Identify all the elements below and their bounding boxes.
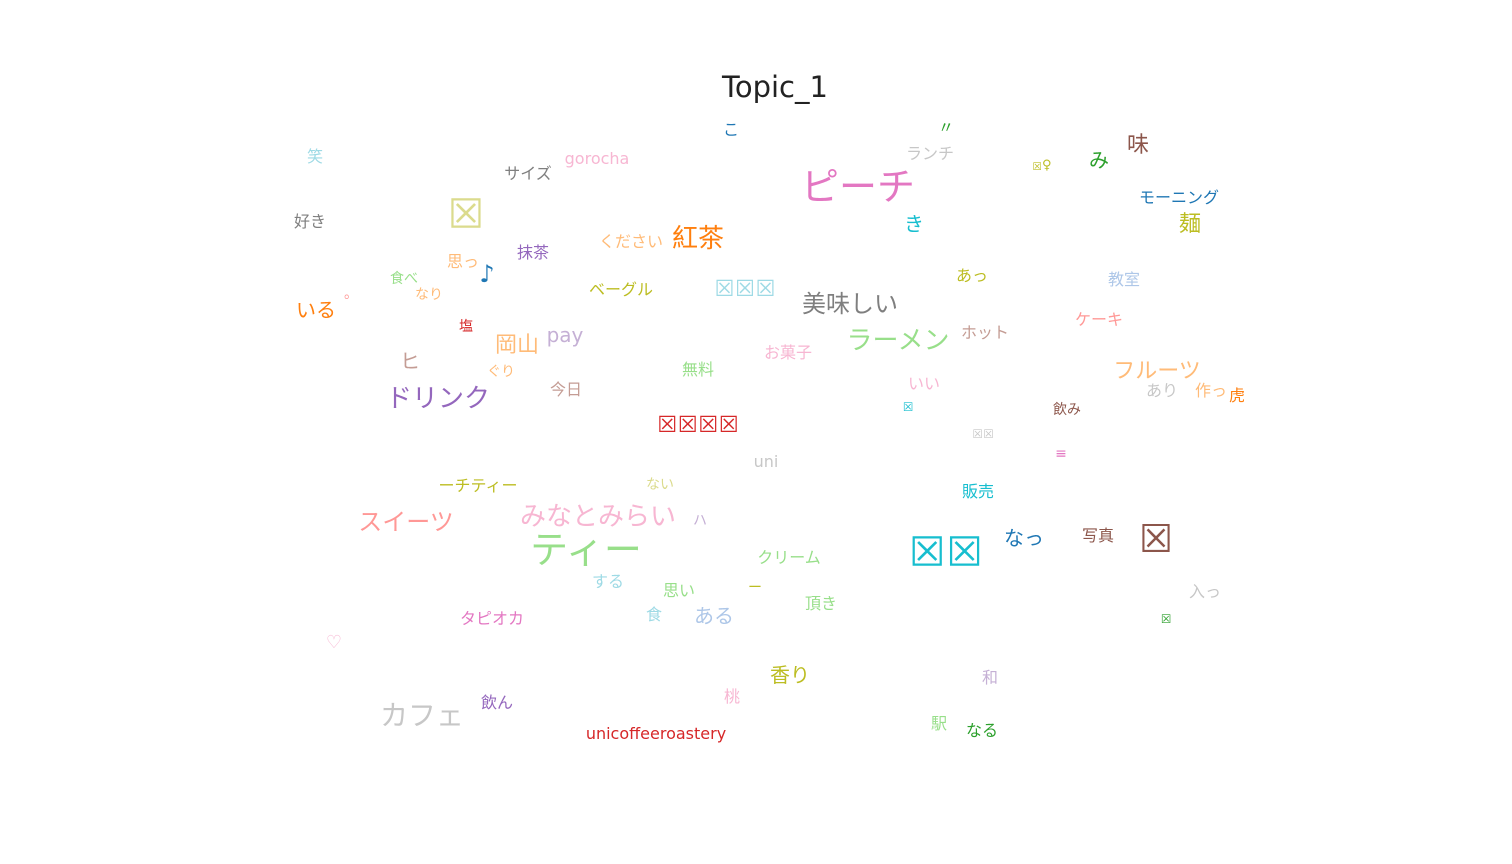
word-63: 写真 (1081, 526, 1115, 545)
word-58: ーチティー (438, 476, 518, 495)
word-39: ベーグル (588, 280, 654, 299)
word-10: ドリンク (385, 384, 491, 414)
word-66: ー (748, 580, 762, 596)
word-80: 〃 (937, 118, 955, 137)
word-20: ♪ (479, 260, 495, 288)
word-5: ☒ (1138, 498, 1174, 566)
word-65: 思い (662, 581, 696, 600)
word-37: 食べ (390, 271, 418, 287)
word-33: 好き (293, 212, 327, 231)
word-19: 。 (344, 286, 358, 302)
word-48: いい (907, 374, 941, 393)
word-52: 虎 (1228, 386, 1246, 405)
word-70: 食 (645, 605, 663, 624)
word-68: 入っ (1188, 582, 1222, 601)
word-55: ☒☒ (972, 422, 994, 443)
word-15: 香り (770, 663, 810, 687)
word-71: ☒ (1160, 607, 1172, 628)
word-44: 塩 (459, 319, 473, 335)
word-27: ヒ (400, 349, 420, 373)
word-64: する (591, 572, 625, 591)
word-16: 岡山 (494, 333, 540, 358)
word-31: gorocha (564, 149, 630, 168)
word-47: お菓子 (763, 343, 813, 362)
word-23: み (1089, 148, 1109, 172)
word-57: ≡ (1055, 446, 1067, 462)
word-25: ある (694, 604, 734, 628)
word-7: 紅茶 (671, 224, 725, 254)
word-62: クリーム (757, 548, 821, 567)
word-28: モーニング (1138, 188, 1220, 207)
word-2: ☒☒☒ (714, 265, 776, 305)
word-29: ランチ (905, 144, 955, 163)
word-81: ☒♀ (1032, 155, 1052, 174)
word-0: ☒ (447, 170, 485, 243)
word-72: ♡ (325, 632, 343, 653)
word-1: ピーチ (800, 165, 916, 209)
word-76: unicoffeeroastery (585, 724, 727, 743)
word-6: ティー (530, 528, 642, 572)
word-49: 今日 (549, 380, 583, 399)
word-75: 飲ん (480, 693, 514, 712)
word-3: ☒☒☒☒ (657, 401, 739, 441)
word-73: 和 (981, 668, 999, 687)
word-32: 笑 (306, 147, 324, 166)
word-60: 販売 (961, 482, 995, 501)
word-46: 無料 (681, 360, 715, 379)
word-61: ハ (693, 513, 707, 529)
word-24: き (904, 212, 924, 236)
word-53: ☒ (902, 395, 914, 416)
word-13: カフェ (379, 699, 465, 732)
word-42: ケーキ (1074, 310, 1124, 329)
word-54: 飲み (1053, 402, 1081, 418)
word-74: 桃 (723, 687, 741, 706)
word-43: ホット (960, 323, 1010, 342)
word-8: 美味しい (802, 290, 898, 318)
word-22: 味 (1126, 133, 1150, 158)
word-69: タピオカ (459, 609, 525, 628)
chart-title: Topic_1 (722, 70, 828, 104)
word-59: ない (646, 477, 674, 493)
word-4: ☒☒ (908, 508, 984, 581)
word-14: フルーツ (1113, 359, 1201, 384)
word-36: 思っ (446, 252, 480, 271)
word-67: 頂き (804, 594, 838, 613)
word-34: 抹茶 (516, 243, 550, 262)
word-17: pay (546, 323, 584, 347)
word-56: uni (753, 452, 779, 471)
word-38: なり (415, 287, 443, 303)
word-21: 麺 (1178, 212, 1202, 237)
word-30: サイズ (504, 164, 552, 183)
word-9: ラーメン (846, 326, 950, 356)
word-11: みなとみらい (519, 502, 677, 532)
word-18: いる (296, 298, 336, 322)
word-51: 作っ (1194, 381, 1228, 400)
word-12: スイーツ (358, 508, 454, 536)
word-50: あり (1145, 381, 1179, 400)
word-78: なる (965, 721, 999, 740)
word-45: ぐり (487, 364, 515, 380)
word-40: あっ (955, 266, 989, 285)
word-77: 駅 (930, 714, 948, 733)
word-79: こ (722, 120, 740, 139)
word-41: 教室 (1107, 270, 1141, 289)
word-26: なっ (1004, 526, 1044, 550)
word-35: ください (598, 232, 664, 251)
